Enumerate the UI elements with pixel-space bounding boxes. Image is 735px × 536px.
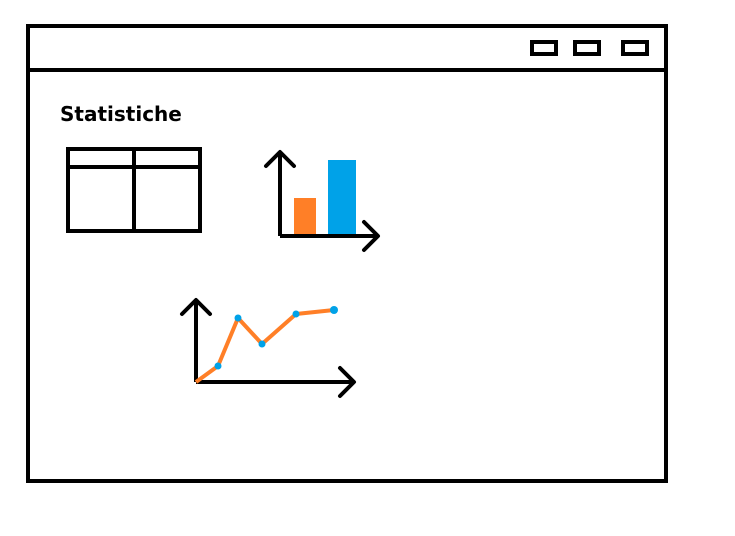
page-title: Statistiche bbox=[60, 102, 182, 126]
line-point bbox=[330, 306, 338, 314]
line-chart-icon[interactable] bbox=[178, 296, 358, 404]
bar-chart-x-arrow bbox=[362, 220, 380, 252]
bar-tall bbox=[328, 160, 356, 234]
maximize-button[interactable] bbox=[573, 40, 601, 56]
line-point bbox=[292, 310, 300, 318]
table-icon[interactable] bbox=[66, 147, 206, 237]
line-point bbox=[214, 362, 222, 370]
minimize-button[interactable] bbox=[530, 40, 558, 56]
close-button[interactable] bbox=[621, 40, 649, 56]
bar-chart-icon[interactable] bbox=[262, 146, 386, 252]
app-window: Statistiche bbox=[26, 24, 668, 483]
line-point bbox=[234, 314, 242, 322]
line-chart-x-arrow bbox=[338, 366, 356, 398]
line-point bbox=[258, 340, 266, 348]
bar-small bbox=[294, 198, 316, 234]
title-bar bbox=[30, 28, 664, 72]
line-chart-series bbox=[194, 308, 335, 384]
